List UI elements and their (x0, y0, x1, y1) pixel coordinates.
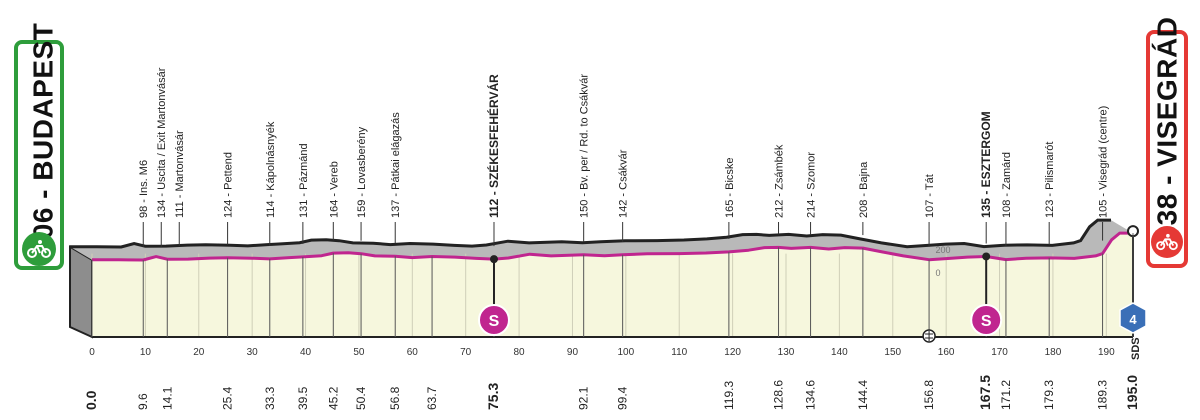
distance-label: 92.1 (577, 386, 591, 410)
waypoint-label: 208 - Bajna (858, 161, 870, 218)
y-tick-label: 200 (935, 245, 950, 255)
waypoint-label: 131 - Pázmánd (298, 143, 310, 218)
waypoint-label: 142 - Csákvár (618, 149, 630, 218)
distance-label: 45.2 (326, 386, 340, 410)
waypoint-label: 111 - Martonvásár (174, 130, 186, 218)
waypoint-label: 150 - Bv. per / Rd. to Csákvár (579, 74, 591, 218)
difficulty-value: 4 (1129, 312, 1137, 327)
waypoint-label: 135 - ESZTERGOM (979, 111, 993, 218)
distance-label: 144.4 (856, 380, 870, 410)
sponsor-logo-text: SDS (1130, 337, 1142, 360)
km-tick-label: 110 (671, 347, 687, 358)
waypoint-label: 108 - Zamárd (1001, 152, 1013, 218)
waypoint-label: 137 - Pátkai elágazás (390, 112, 402, 218)
finish-banner: 338 - VISEGRÁD (1146, 17, 1188, 268)
km-tick-label: 70 (460, 347, 472, 358)
km-tick-label: 0 (89, 347, 95, 358)
sprint-icon: S (489, 313, 500, 330)
start-banner: 106 - BUDAPEST (14, 23, 64, 270)
distance-label: 63.7 (425, 386, 439, 410)
cyclist-icon (1151, 226, 1183, 258)
km-tick-label: 20 (193, 347, 205, 358)
km-tick-label: 170 (991, 347, 1008, 358)
distance-label: 75.3 (485, 383, 501, 410)
terrain-left-wall (69, 245, 93, 339)
distance-label: 134.6 (804, 380, 818, 410)
distance-label: 99.4 (616, 386, 630, 410)
distance-label: 195.0 (1124, 375, 1140, 410)
km-tick-label: 50 (353, 347, 365, 358)
km-tick-label: 10 (140, 347, 152, 358)
distance-label: 0.0 (83, 390, 99, 410)
distance-label: 50.4 (354, 386, 368, 410)
cyclist-icon-glyph (1156, 233, 1178, 251)
km-tick-label: 30 (247, 347, 259, 358)
waypoint-label: 105 - Visegrád (centre) (1098, 106, 1110, 218)
km-tick-label: 60 (407, 347, 419, 358)
km-tick-label: 150 (884, 347, 901, 358)
y-tick-label: 0 (935, 268, 940, 278)
sprint-anchor-dot (489, 255, 498, 264)
distance-label: 9.6 (136, 393, 150, 410)
distance-label: 39.5 (296, 386, 310, 410)
waypoint-label: 112 - SZÉKESFEHÉRVÁR (486, 74, 501, 218)
waypoint-label: 134 - Uscita / Exit Martonvásár (156, 67, 168, 218)
terrain-top-band (70, 220, 1133, 260)
distance-label: 25.4 (221, 386, 235, 410)
km-tick-label: 180 (1045, 347, 1062, 358)
km-tick-label: 40 (300, 347, 312, 358)
cyclist-icon-glyph (27, 240, 51, 258)
km-tick-label: 90 (567, 347, 579, 358)
cobblestone-icon-lines (925, 331, 934, 341)
waypoint-label: 212 - Zsámbék (774, 144, 786, 218)
sprint-anchor-dot (982, 252, 991, 261)
distance-label: 167.5 (977, 375, 993, 410)
distance-label: 119.3 (722, 381, 736, 410)
difficulty-badge (1119, 302, 1147, 334)
km-tick-label: 120 (724, 347, 741, 358)
distance-label: 128.6 (772, 380, 786, 410)
km-tick-label: 140 (831, 347, 848, 358)
waypoint-label: 107 - Tát (924, 174, 936, 218)
waypoint-label: 214 - Szomor (806, 152, 818, 218)
waypoint-label: 159 - Lovasberény (356, 126, 368, 218)
waypoint-label: 165 - Bicske (724, 157, 736, 218)
waypoint-label: 123 - Pilismarót (1044, 142, 1056, 218)
sprint-badge (477, 304, 510, 336)
terrain-back-ridge-line (70, 218, 1111, 249)
km-tick-label: 80 (514, 347, 526, 358)
distance-label: 56.8 (388, 386, 402, 410)
distance-label: 33.3 (263, 386, 277, 410)
km-tick-label: 190 (1098, 347, 1115, 358)
distance-label: 171.2 (999, 380, 1013, 410)
km-tick-label: 130 (778, 347, 795, 358)
waypoint-label: 124 - Pettend (223, 152, 235, 218)
km-tick-label: 100 (618, 347, 635, 358)
sprint-icon: S (981, 313, 992, 330)
waypoint-label: 98 - Ins. M6 (138, 160, 150, 218)
waypoint-label: 114 - Kápolnásnyék (265, 121, 277, 218)
waypoint-label: 164 - Vereb (328, 161, 340, 218)
distance-label: 14.1 (160, 386, 174, 410)
distance-label: 156.8 (922, 380, 936, 410)
cyclist-icon (22, 232, 56, 266)
sprint-badge (970, 304, 1003, 336)
terrain-front-fill (92, 233, 1133, 337)
distance-label: 189.3 (1096, 380, 1110, 410)
km-tick-label: 160 (938, 347, 955, 358)
distance-label: 179.3 (1042, 380, 1056, 410)
